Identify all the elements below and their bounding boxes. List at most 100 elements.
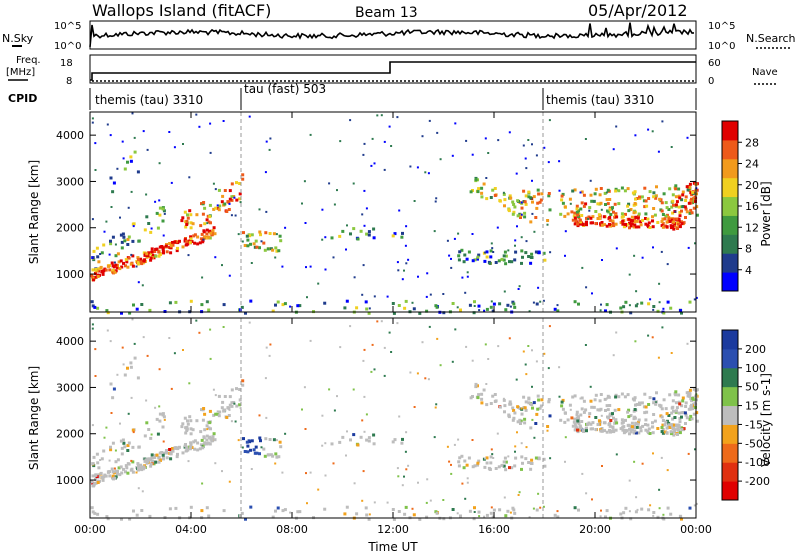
- power-point-1110: [628, 304, 631, 307]
- power-point-1022: [492, 251, 495, 253]
- velocity-point-1128: [435, 403, 438, 406]
- power-point-624: [647, 221, 651, 225]
- velocity-point-614: [613, 408, 617, 412]
- power-point-701: [665, 220, 669, 224]
- velocity-point-1037: [524, 363, 527, 366]
- velocity-point-855: [477, 510, 481, 514]
- velocity-point-413: [516, 405, 520, 409]
- power-point-1112: [539, 300, 542, 303]
- power-point-546: [561, 201, 565, 205]
- power-point-13: [151, 253, 155, 257]
- velocity-point-506: [566, 418, 570, 422]
- velocity-point-273: [199, 430, 203, 434]
- power-point-198: [111, 235, 115, 239]
- velocity-point-1081: [265, 346, 268, 349]
- velocity-point-261: [184, 431, 188, 435]
- power-point-544: [623, 189, 627, 193]
- noise-sky-label: N.Sky: [2, 32, 34, 45]
- velocity-point-1144: [401, 484, 404, 487]
- velocity-point-32: [131, 460, 135, 464]
- power-point-938: [405, 262, 408, 265]
- velocity-point-578: [688, 391, 692, 395]
- power-point-1153: [564, 230, 567, 233]
- velocity-point-119: [164, 450, 168, 454]
- velocity-point-805: [345, 505, 349, 509]
- power-point-599: [677, 205, 681, 209]
- power-point-724: [602, 215, 606, 219]
- velocity-point-421: [511, 418, 515, 422]
- velocity-point-883: [397, 510, 401, 513]
- power-point-980: [130, 190, 133, 193]
- velocity-point-726: [663, 430, 667, 434]
- velocity-point-836: [605, 509, 609, 513]
- velocity-point-348: [489, 455, 493, 459]
- velocity-point-117: [196, 441, 200, 445]
- power-point-690: [632, 225, 636, 229]
- power-point-590: [674, 184, 678, 188]
- power-point-215: [145, 215, 149, 219]
- velocity-point-14: [139, 463, 143, 467]
- power-point-1009: [421, 135, 424, 138]
- power-point-199: [127, 235, 131, 239]
- velocity-point-1050: [91, 327, 94, 330]
- power-point-618: [536, 201, 540, 205]
- power-point-592: [631, 191, 635, 195]
- power-point-470: [531, 200, 534, 204]
- power-point-293: [262, 241, 266, 245]
- power-point-1134: [163, 212, 166, 215]
- power-point-945: [135, 265, 138, 268]
- velocity-point-902: [123, 373, 127, 377]
- freq-unit-label: [MHz]: [6, 67, 35, 78]
- power-point-587: [690, 197, 693, 201]
- power-point-935: [584, 138, 587, 140]
- power-point-937: [461, 276, 464, 279]
- power-point-956: [397, 269, 400, 272]
- power-point-959: [275, 233, 278, 236]
- velocity-point-648: [622, 431, 626, 435]
- power-point-920: [209, 151, 212, 154]
- velocity-point-561: [573, 394, 577, 398]
- power-point-1152: [206, 222, 209, 225]
- power-colorbar-label-0: 4: [745, 264, 752, 277]
- power-point-743: [665, 225, 669, 229]
- velocity-point-909: [281, 471, 284, 474]
- velocity-point-895: [129, 361, 133, 365]
- power-point-483: [648, 190, 652, 194]
- velocity-point-662: [672, 433, 676, 437]
- velocity-point-424: [671, 417, 675, 421]
- power-point-304: [272, 232, 276, 236]
- power-point-161: [193, 233, 197, 237]
- power-point-92: [175, 249, 179, 253]
- velocity-point-645: [603, 429, 606, 433]
- velocity-point-281: [203, 412, 207, 416]
- velocity-point-42: [117, 466, 121, 470]
- velocity-point-443: [695, 419, 699, 423]
- power-point-698: [651, 225, 655, 229]
- power-colorbar-cell-6: [722, 158, 738, 179]
- velocity-colorbar-label-1: -100: [745, 456, 770, 469]
- velocity-point-621: [673, 430, 677, 434]
- power-colorbar-label: Power [dB]: [759, 181, 773, 246]
- velocity-point-986: [228, 480, 231, 483]
- power-point-70: [119, 259, 123, 263]
- power-point-739: [614, 222, 618, 226]
- power-point-595: [632, 211, 636, 215]
- power-point-840: [577, 302, 580, 306]
- power-point-1020: [605, 191, 608, 194]
- velocity-point-745: [676, 433, 679, 436]
- velocity-point-942: [269, 343, 272, 346]
- noise-panel-frame: [89, 20, 697, 50]
- power-point-806: [652, 305, 656, 308]
- power-point-1062: [502, 191, 505, 194]
- power-point-183: [120, 240, 124, 244]
- power-point-79: [176, 241, 180, 245]
- velocity-point-1110: [628, 510, 631, 513]
- velocity-point-374: [463, 459, 467, 463]
- power-point-911: [168, 131, 171, 133]
- power-point-857: [132, 303, 135, 307]
- velocity-point-219: [126, 449, 130, 452]
- power-point-827: [506, 303, 510, 307]
- velocity-point-152: [185, 445, 189, 449]
- velocity-point-27: [208, 442, 212, 446]
- velocity-point-172: [118, 473, 122, 477]
